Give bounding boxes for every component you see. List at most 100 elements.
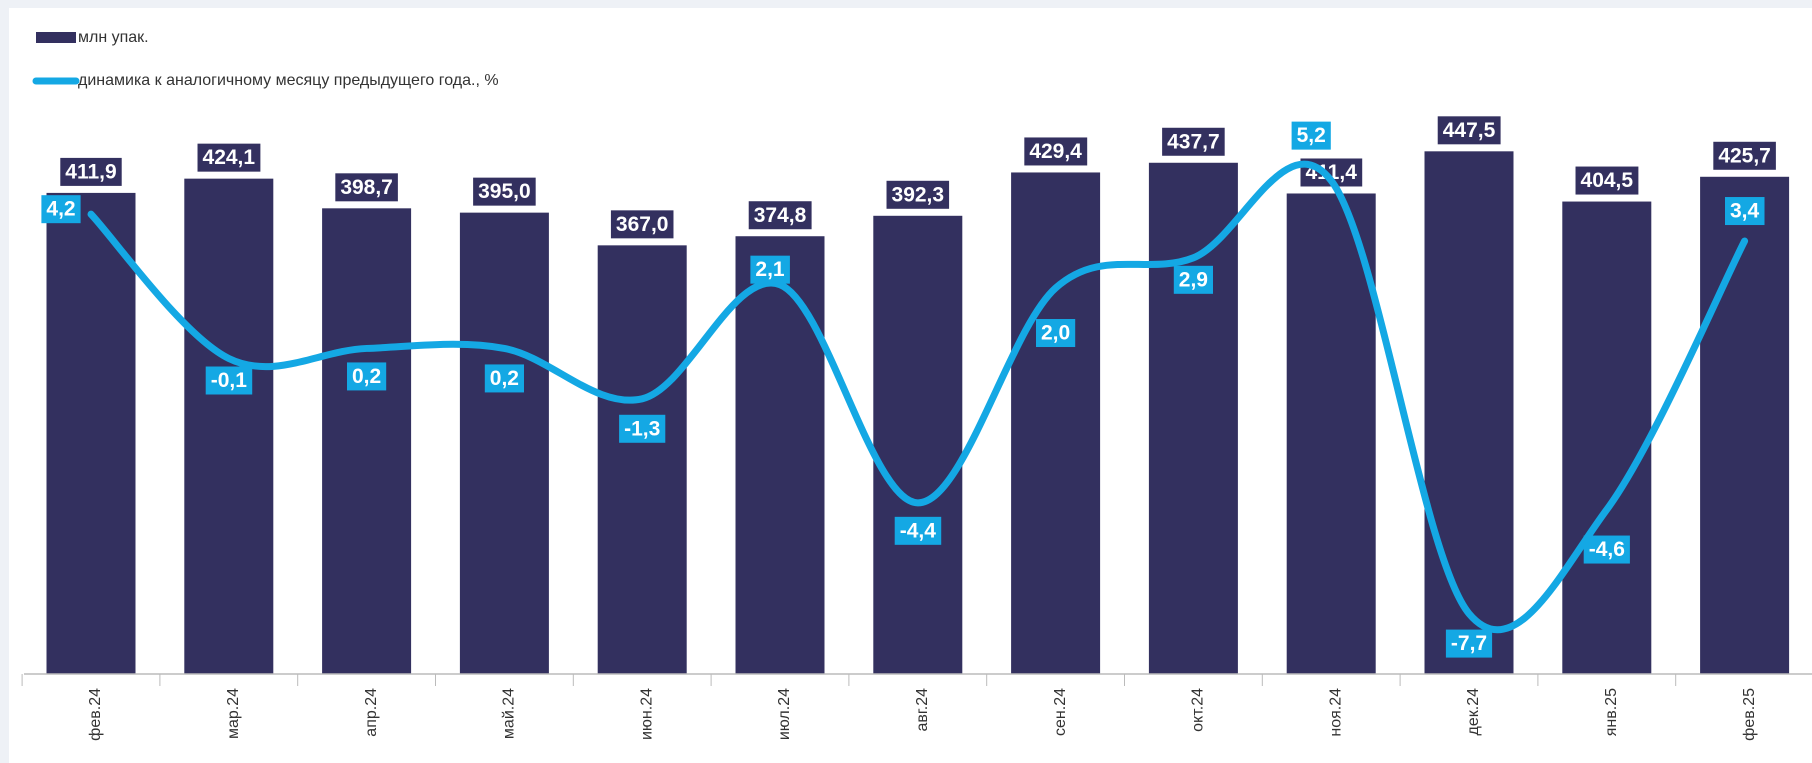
line-label-box [1035, 319, 1076, 348]
bar-label: 398,7 [335, 173, 398, 202]
bar-label: 404,5 [1575, 166, 1639, 195]
bar-label-text: 395,0 [478, 180, 531, 203]
bar-label-text: 425,7 [1718, 144, 1771, 167]
line-label: 0,2 [484, 364, 525, 393]
bar-label-text: 447,5 [1443, 119, 1496, 142]
bar-label-text: 367,0 [616, 213, 669, 236]
bar [873, 215, 963, 675]
bar [735, 236, 825, 675]
x-tick-label: окт.24 [1190, 688, 1207, 732]
x-tick-label: авг.24 [914, 688, 931, 732]
bar [1148, 162, 1238, 674]
line-label: -4,6 [1583, 535, 1630, 564]
bar-label-text: 437,7 [1167, 130, 1220, 153]
bar [46, 192, 136, 674]
bar-label: 395,0 [473, 177, 536, 206]
bar-label-box [1162, 127, 1225, 156]
line-label-box [1583, 535, 1630, 564]
line-label-text: 2,1 [755, 258, 785, 281]
bar [322, 208, 412, 674]
line-label-box [750, 255, 790, 284]
line-label-text: -4,6 [1589, 538, 1625, 561]
bar [1700, 176, 1790, 674]
line-label-text: -1,3 [624, 417, 660, 440]
line-label-box [1173, 265, 1214, 294]
legend-label: млн упак. [78, 29, 149, 46]
line-label-text: 5,2 [1297, 124, 1326, 147]
bar-label: 447,5 [1437, 116, 1501, 145]
line-label-box [346, 362, 387, 391]
legend-label: динамика к аналогичному месяцу предыдуще… [78, 72, 499, 89]
bar-label-box [748, 201, 812, 230]
line-label-text: -0,1 [211, 369, 248, 392]
line-label-text: 0,2 [352, 365, 381, 388]
line-label-text: 2,0 [1041, 322, 1070, 345]
bar-label-text: 392,3 [892, 183, 945, 206]
line-label: 0,2 [346, 362, 387, 391]
line-label-text: -4,4 [900, 519, 937, 542]
x-tick-label: янв.25 [1603, 688, 1620, 736]
line-label-box [1445, 629, 1493, 658]
x-tick-label: ноя.24 [1327, 688, 1344, 737]
bar-label-text: 429,4 [1029, 140, 1082, 163]
line-label: 3,4 [1724, 197, 1765, 226]
bar-label-box [1713, 141, 1776, 170]
line-label: -7,7 [1445, 629, 1493, 658]
line [87, 160, 1749, 634]
line-label-box [894, 516, 942, 545]
line-label-text: 3,4 [1730, 200, 1760, 223]
line-label-box [205, 366, 253, 395]
bar-label-text: 404,5 [1581, 169, 1634, 192]
line-label-box [1291, 121, 1331, 150]
line-label-box [41, 195, 81, 224]
line-label: -0,1 [205, 366, 253, 395]
bar-label-box [1575, 166, 1639, 195]
bar-label: 374,8 [748, 201, 812, 230]
line-label: 5,2 [1291, 121, 1331, 150]
line-label: 2,9 [1173, 265, 1214, 294]
line-label: 2,0 [1035, 319, 1076, 348]
legend-swatch [36, 32, 76, 43]
x-tick-label: апр.24 [363, 688, 380, 737]
bar-label-box [1024, 137, 1088, 166]
line-label-box [1724, 197, 1765, 226]
x-tick-label: фев.24 [87, 688, 104, 741]
bar-label-text: 424,1 [203, 146, 256, 169]
bar-label: 424,1 [197, 143, 261, 172]
bar-label-box [335, 173, 398, 202]
bar-label-box [886, 180, 950, 209]
bar [1562, 201, 1652, 674]
bar-label-text: 398,7 [340, 176, 393, 199]
x-tick-label: фев.25 [1741, 688, 1758, 741]
bar-label-box [197, 143, 261, 172]
bar-label: 411,9 [60, 157, 122, 186]
bar-label: 437,7 [1162, 127, 1225, 156]
bar [184, 178, 274, 675]
bar-label-text: 374,8 [754, 204, 807, 227]
line-label-text: 2,9 [1179, 268, 1208, 291]
line-label: 2,1 [750, 255, 790, 284]
line-label: -4,4 [894, 516, 942, 545]
bar [1286, 193, 1376, 674]
bar [1424, 151, 1514, 674]
bar [597, 245, 687, 674]
line-label-text: 0,2 [490, 367, 519, 390]
bar [459, 212, 549, 674]
x-tick-label: июн.24 [638, 688, 655, 740]
bar-label: 429,4 [1024, 137, 1088, 166]
line-label-text: -7,7 [1451, 632, 1487, 655]
line-label: -1,3 [619, 414, 666, 443]
line-label-box [484, 364, 525, 393]
bar-label-box [60, 157, 122, 186]
x-tick-label: сен.24 [1052, 688, 1069, 736]
x-tick-label: май.24 [501, 688, 518, 739]
bar-label-box [473, 177, 536, 206]
bar-label: 367,0 [610, 210, 674, 239]
x-tick-label: мар.24 [225, 688, 242, 739]
bar-label-text: 411,9 [65, 160, 116, 183]
x-tick-label: июл.24 [776, 688, 793, 740]
bar-label: 392,3 [886, 180, 950, 209]
bar [1011, 172, 1101, 674]
bar-label-box [1437, 116, 1501, 145]
